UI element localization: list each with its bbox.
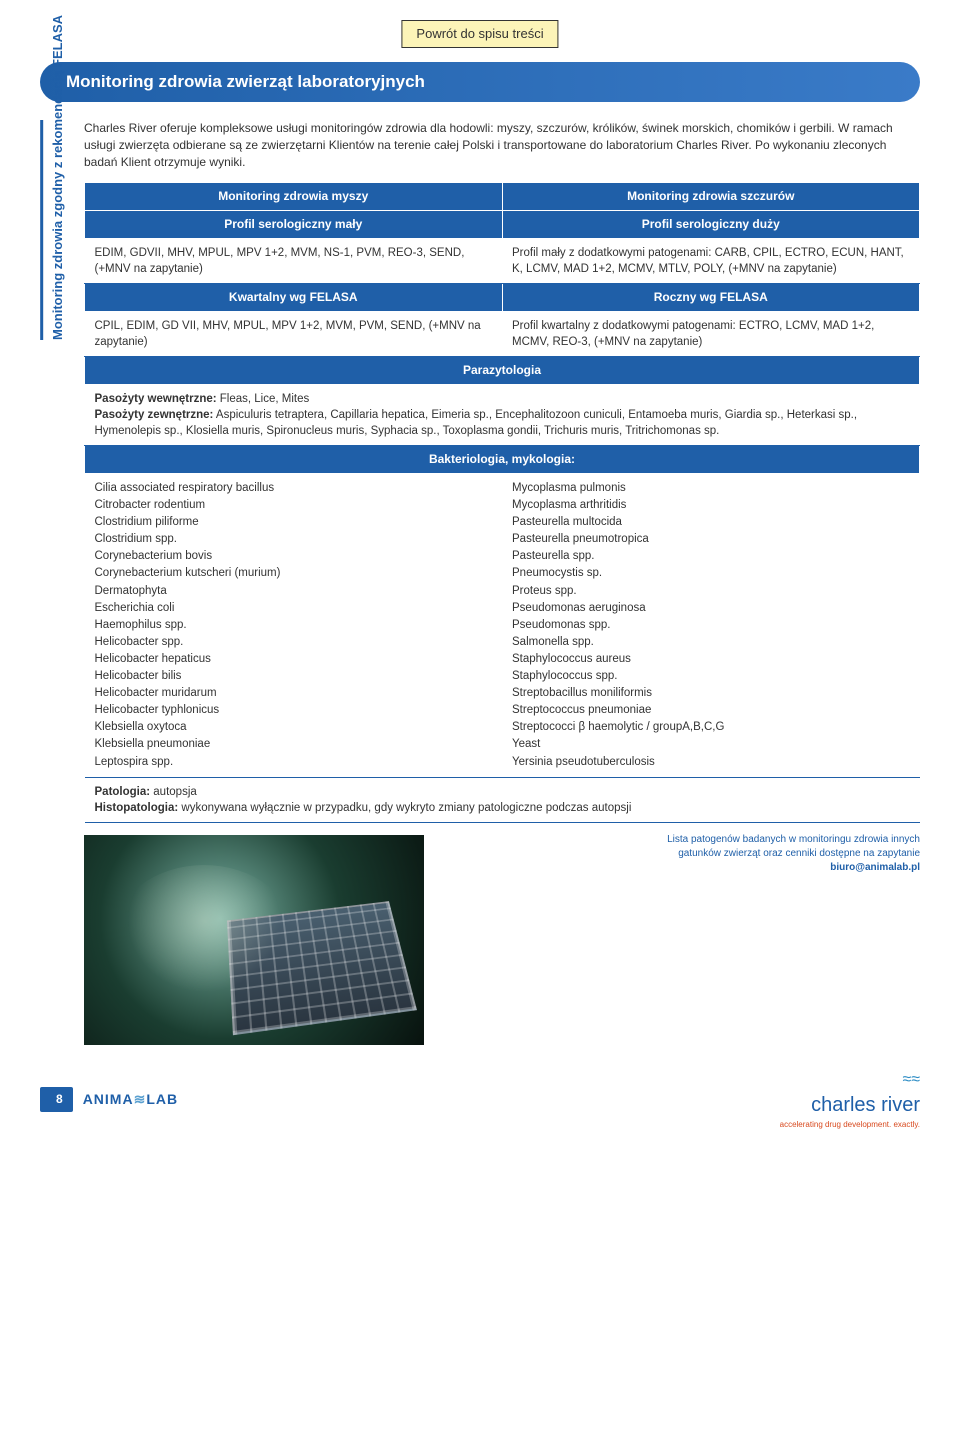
animalab-text2: LAB xyxy=(146,1091,178,1107)
list-item: Helicobacter bilis xyxy=(95,668,493,684)
list-item: Helicobacter typhlonicus xyxy=(95,702,493,718)
cell-serology-annual: Profil kwartalny z dodatkowymi patogenam… xyxy=(502,311,920,356)
page-number: 8 xyxy=(40,1087,73,1112)
list-item: Mycoplasma arthritidis xyxy=(512,497,910,513)
list-item: Cilia associated respiratory bacillus xyxy=(95,480,493,496)
list-item: Haemophilus spp. xyxy=(95,617,493,633)
list-item: Streptobacillus moniliformis xyxy=(512,685,910,701)
list-item: Staphylococcus spp. xyxy=(512,668,910,684)
list-item: Klebsiella pneumoniae xyxy=(95,736,493,752)
list-item: Pasteurella pneumotropica xyxy=(512,531,910,547)
header-quarterly: Kwartalny wg FELASA xyxy=(85,284,503,312)
toc-link[interactable]: Powrót do spisu treści xyxy=(401,20,558,48)
note-line1: Lista patogenów badanych w monitoringu z… xyxy=(667,833,920,847)
list-item: Pseudomonas spp. xyxy=(512,617,910,633)
list-item: Pneumocystis sp. xyxy=(512,565,910,581)
list-item: Pseudomonas aeruginosa xyxy=(512,600,910,616)
list-item: Escherichia coli xyxy=(95,600,493,616)
list-item: Pasteurella spp. xyxy=(512,548,910,564)
animalab-logo: ANIMA≋LAB xyxy=(83,1090,178,1110)
header-bacteriology: Bakteriologia, mykologia: xyxy=(85,446,920,474)
note-email: biuro@animalab.pl xyxy=(667,861,920,875)
list-item: Staphylococcus aureus xyxy=(512,651,910,667)
monitoring-table: Monitoring zdrowia myszy Monitoring zdro… xyxy=(84,182,920,822)
pathology-text1: autopsja xyxy=(150,786,197,798)
list-item: Helicobacter muridarum xyxy=(95,685,493,701)
cell-parasites: Pasożyty wewnętrzne: Fleas, Lice, Mites … xyxy=(85,384,920,445)
side-label: Monitoring zdrowia zgodny z rekomendacją… xyxy=(40,120,67,340)
list-item: Clostridium piliforme xyxy=(95,514,493,530)
list-item: Corynebacterium kutscheri (murium) xyxy=(95,565,493,581)
cr-tagline: accelerating drug development. exactly. xyxy=(780,1119,920,1130)
list-item: Streptococci β haemolytic / groupA,B,C,G xyxy=(512,719,910,735)
header-mouse: Monitoring zdrowia myszy xyxy=(85,183,503,211)
page-title: Monitoring zdrowia zwierząt laboratoryjn… xyxy=(40,62,920,102)
lab-photo xyxy=(84,835,424,1045)
header-profile-small: Profil serologiczny mały xyxy=(85,211,503,239)
side-tab: Monitoring zdrowia zgodny z rekomendacją… xyxy=(40,120,70,340)
list-item: Citrobacter rodentium xyxy=(95,497,493,513)
cell-bacteriology: Cilia associated respiratory bacillusCit… xyxy=(85,474,920,778)
bact-list-left: Cilia associated respiratory bacillusCit… xyxy=(95,480,493,771)
list-item: Corynebacterium bovis xyxy=(95,548,493,564)
cell-pathology: Patologia: autopsja Histopatologia: wyko… xyxy=(85,777,920,822)
header-rat: Monitoring zdrowia szczurów xyxy=(502,183,920,211)
list-item: Streptococcus pneumoniae xyxy=(512,702,910,718)
list-item: Yeast xyxy=(512,736,910,752)
bact-list-right: Mycoplasma pulmonisMycoplasma arthritidi… xyxy=(512,480,910,771)
cr-name: charles river xyxy=(780,1091,920,1119)
list-item: Klebsiella oxytoca xyxy=(95,719,493,735)
list-item: Leptospira spp. xyxy=(95,754,493,770)
cell-serology-large: Profil mały z dodatkowymi patogenami: CA… xyxy=(502,238,920,283)
parasites-external-label: Pasożyty zewnętrzne: xyxy=(95,409,214,421)
footer: 8 ANIMA≋LAB ≈≈ charles river acceleratin… xyxy=(40,1069,920,1131)
pathology-label2: Histopatologia: xyxy=(95,802,179,814)
list-item: Pasteurella multocida xyxy=(512,514,910,530)
list-item: Clostridium spp. xyxy=(95,531,493,547)
list-item: Helicobacter hepaticus xyxy=(95,651,493,667)
parasites-internal: Fleas, Lice, Mites xyxy=(217,393,310,405)
cr-wave-icon: ≈≈ xyxy=(780,1069,920,1091)
cell-serology-small: EDIM, GDVII, MHV, MPUL, MPV 1+2, MVM, NS… xyxy=(85,238,503,283)
header-parasitology: Parazytologia xyxy=(85,357,920,385)
wave-icon: ≋ xyxy=(134,1091,147,1107)
list-item: Proteus spp. xyxy=(512,583,910,599)
pathology-text2: wykonywana wyłącznie w przypadku, gdy wy… xyxy=(178,802,631,814)
list-item: Mycoplasma pulmonis xyxy=(512,480,910,496)
pathology-label1: Patologia: xyxy=(95,786,151,798)
list-item: Helicobacter spp. xyxy=(95,634,493,650)
list-item: Salmonella spp. xyxy=(512,634,910,650)
cell-serology-quarterly: CPIL, EDIM, GD VII, MHV, MPUL, MPV 1+2, … xyxy=(85,311,503,356)
animalab-text1: ANIMA xyxy=(83,1091,134,1107)
note-text: Lista patogenów badanych w monitoringu z… xyxy=(667,833,920,875)
list-item: Yersinia pseudotuberculosis xyxy=(512,754,910,770)
parasites-internal-label: Pasożyty wewnętrzne: xyxy=(95,393,217,405)
intro-text: Charles River oferuje kompleksowe usługi… xyxy=(84,120,920,170)
charles-river-logo: ≈≈ charles river accelerating drug devel… xyxy=(780,1069,920,1131)
list-item: Dermatophyta xyxy=(95,583,493,599)
note-line2: gatunków zwierząt oraz cenniki dostępne … xyxy=(667,847,920,861)
header-annual: Roczny wg FELASA xyxy=(502,284,920,312)
header-profile-large: Profil serologiczny duży xyxy=(502,211,920,239)
